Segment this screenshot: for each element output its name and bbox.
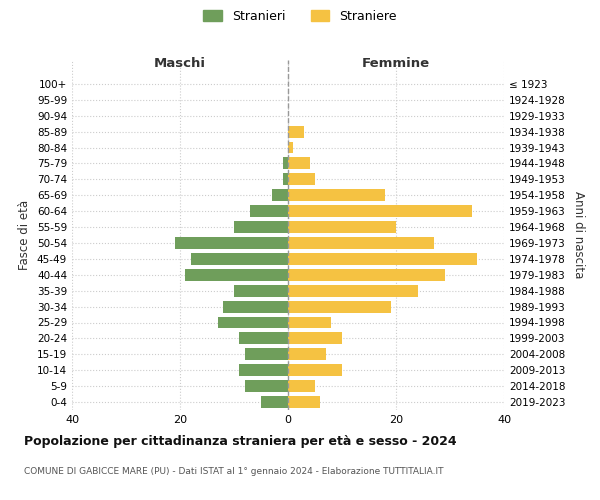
- Bar: [283, 174, 288, 186]
- Bar: [288, 332, 342, 344]
- Bar: [288, 316, 331, 328]
- Bar: [261, 396, 288, 408]
- Bar: [223, 300, 288, 312]
- Bar: [288, 269, 445, 280]
- Bar: [272, 190, 288, 201]
- Bar: [288, 126, 304, 138]
- Bar: [175, 237, 288, 249]
- Bar: [245, 348, 288, 360]
- Bar: [288, 142, 293, 154]
- Y-axis label: Anni di nascita: Anni di nascita: [572, 192, 585, 278]
- Text: Popolazione per cittadinanza straniera per età e sesso - 2024: Popolazione per cittadinanza straniera p…: [24, 435, 457, 448]
- Text: Femmine: Femmine: [362, 56, 430, 70]
- Bar: [288, 237, 434, 249]
- Bar: [234, 221, 288, 233]
- Bar: [288, 205, 472, 217]
- Y-axis label: Fasce di età: Fasce di età: [19, 200, 31, 270]
- Text: COMUNE DI GABICCE MARE (PU) - Dati ISTAT al 1° gennaio 2024 - Elaborazione TUTTI: COMUNE DI GABICCE MARE (PU) - Dati ISTAT…: [24, 468, 443, 476]
- Bar: [288, 174, 315, 186]
- Bar: [288, 221, 396, 233]
- Bar: [250, 205, 288, 217]
- Bar: [191, 253, 288, 265]
- Bar: [283, 158, 288, 170]
- Bar: [288, 300, 391, 312]
- Legend: Stranieri, Straniere: Stranieri, Straniere: [198, 5, 402, 28]
- Text: Maschi: Maschi: [154, 56, 206, 70]
- Bar: [288, 284, 418, 296]
- Bar: [288, 190, 385, 201]
- Bar: [288, 380, 315, 392]
- Bar: [234, 284, 288, 296]
- Bar: [288, 348, 326, 360]
- Bar: [218, 316, 288, 328]
- Bar: [185, 269, 288, 280]
- Bar: [239, 332, 288, 344]
- Bar: [288, 396, 320, 408]
- Bar: [288, 253, 477, 265]
- Bar: [245, 380, 288, 392]
- Bar: [288, 158, 310, 170]
- Bar: [288, 364, 342, 376]
- Bar: [239, 364, 288, 376]
